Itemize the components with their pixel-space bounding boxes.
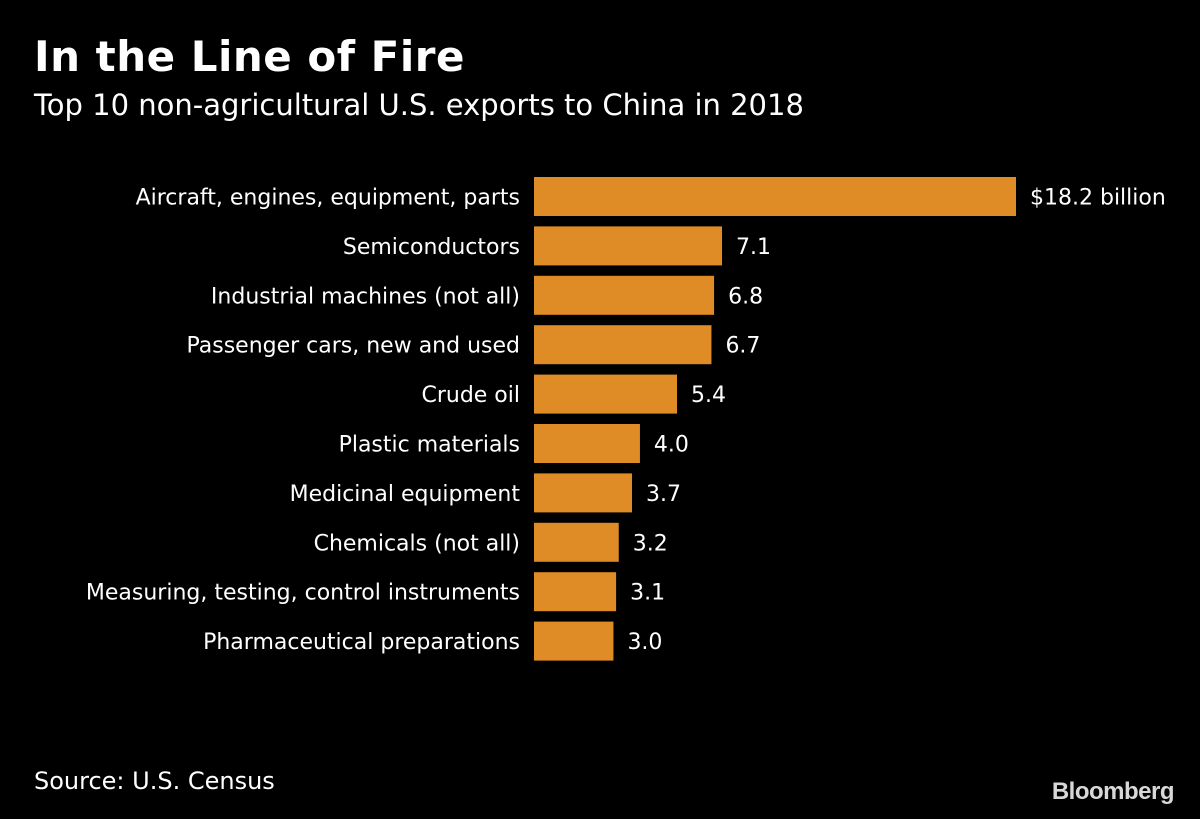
chart-title: In the Line of Fire bbox=[34, 32, 465, 81]
value-label: 3.1 bbox=[630, 581, 665, 606]
bar bbox=[534, 374, 678, 414]
bar bbox=[534, 325, 712, 365]
bar bbox=[534, 572, 617, 612]
value-label: 3.0 bbox=[627, 630, 662, 655]
category-label: Semiconductors bbox=[343, 235, 520, 260]
bloomberg-logo: Bloomberg bbox=[1051, 778, 1175, 805]
category-label: Chemicals (not all) bbox=[314, 531, 520, 556]
value-label: 7.1 bbox=[736, 235, 771, 260]
chart-subtitle: Top 10 non-agricultural U.S. exports to … bbox=[34, 88, 804, 122]
value-label: 6.7 bbox=[725, 334, 760, 359]
value-label: $18.2 billion bbox=[1030, 186, 1166, 211]
bar bbox=[534, 522, 619, 562]
bar bbox=[534, 621, 614, 661]
category-label: Plastic materials bbox=[339, 433, 520, 458]
category-label: Aircraft, engines, equipment, parts bbox=[136, 186, 520, 211]
bar bbox=[534, 473, 632, 513]
value-label: 6.8 bbox=[728, 284, 763, 309]
bar bbox=[534, 177, 1016, 216]
value-label: 5.4 bbox=[691, 383, 726, 408]
bar bbox=[534, 226, 723, 266]
source-note: Source: U.S. Census bbox=[34, 767, 275, 795]
value-label: 3.7 bbox=[646, 482, 681, 507]
value-label: 3.2 bbox=[633, 531, 668, 556]
category-label: Crude oil bbox=[421, 383, 520, 408]
category-label: Measuring, testing, control instruments bbox=[86, 581, 520, 606]
category-label: Medicinal equipment bbox=[290, 482, 521, 507]
value-label: 4.0 bbox=[654, 433, 689, 458]
category-label: Industrial machines (not all) bbox=[211, 284, 520, 309]
category-label: Passenger cars, new and used bbox=[186, 334, 520, 359]
category-label: Pharmaceutical preparations bbox=[203, 630, 520, 655]
bar bbox=[534, 275, 715, 315]
bar bbox=[534, 424, 640, 463]
